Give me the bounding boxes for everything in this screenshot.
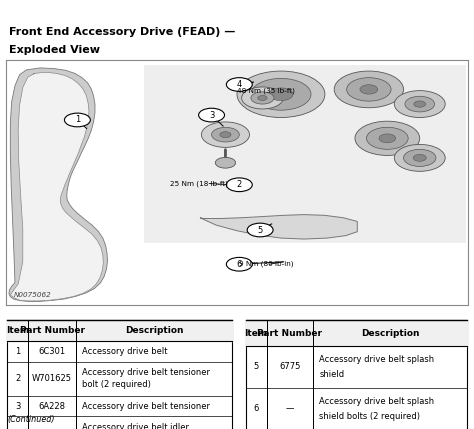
Circle shape xyxy=(258,96,267,100)
Circle shape xyxy=(247,223,273,237)
Text: 2: 2 xyxy=(237,180,242,189)
Circle shape xyxy=(227,257,252,271)
Text: 6775: 6775 xyxy=(279,362,301,371)
Text: 6: 6 xyxy=(237,260,242,269)
Text: —: — xyxy=(286,404,294,413)
Text: Part Number: Part Number xyxy=(19,326,85,335)
Circle shape xyxy=(269,88,293,101)
Text: 9 Nm (80 lb-in): 9 Nm (80 lb-in) xyxy=(239,261,294,268)
Text: Accessory drive belt: Accessory drive belt xyxy=(82,347,167,356)
Polygon shape xyxy=(200,214,357,239)
Text: 6: 6 xyxy=(254,404,259,413)
Circle shape xyxy=(227,178,252,192)
Circle shape xyxy=(215,157,236,168)
Text: 3: 3 xyxy=(209,111,214,120)
Text: 48 Nm (35 lb-ft): 48 Nm (35 lb-ft) xyxy=(237,88,295,94)
Text: shield: shield xyxy=(319,370,345,379)
Circle shape xyxy=(355,121,420,155)
Circle shape xyxy=(64,113,91,127)
Circle shape xyxy=(199,108,225,122)
Text: 4: 4 xyxy=(237,80,242,89)
Text: Accessory drive belt tensioner: Accessory drive belt tensioner xyxy=(82,368,210,377)
Circle shape xyxy=(227,78,252,91)
Text: 5: 5 xyxy=(254,362,259,371)
Text: shield bolts (2 required): shield bolts (2 required) xyxy=(319,412,420,421)
Circle shape xyxy=(413,154,426,161)
Circle shape xyxy=(201,122,249,147)
Text: Part Number: Part Number xyxy=(257,329,322,338)
Polygon shape xyxy=(9,68,108,302)
Circle shape xyxy=(334,71,403,108)
Text: Description: Description xyxy=(125,326,183,335)
Circle shape xyxy=(220,132,231,138)
Text: 5: 5 xyxy=(257,226,263,235)
Text: 3: 3 xyxy=(15,402,20,411)
Circle shape xyxy=(394,91,445,118)
Bar xyxy=(246,320,467,429)
Text: 1: 1 xyxy=(75,115,80,124)
Circle shape xyxy=(366,127,408,149)
Text: Accessory drive belt tensioner: Accessory drive belt tensioner xyxy=(82,402,210,411)
Circle shape xyxy=(211,127,239,142)
Text: Exploded View: Exploded View xyxy=(9,45,100,55)
Text: (Continued): (Continued) xyxy=(7,415,55,424)
Circle shape xyxy=(360,85,378,94)
Circle shape xyxy=(237,71,325,118)
Circle shape xyxy=(405,96,435,112)
Text: 1: 1 xyxy=(15,347,20,356)
Circle shape xyxy=(379,134,396,143)
Circle shape xyxy=(251,92,274,104)
FancyBboxPatch shape xyxy=(145,65,466,243)
Circle shape xyxy=(414,101,426,107)
Text: 6A228: 6A228 xyxy=(39,402,65,411)
Circle shape xyxy=(394,145,445,171)
Circle shape xyxy=(403,149,436,166)
Text: Accessory drive belt splash: Accessory drive belt splash xyxy=(319,355,435,364)
Text: 25 Nm (18 lb-ft): 25 Nm (18 lb-ft) xyxy=(170,180,228,187)
Text: W701625: W701625 xyxy=(32,374,72,383)
Text: Front End Accessory Drive (FEAD) —: Front End Accessory Drive (FEAD) — xyxy=(9,27,235,37)
Circle shape xyxy=(346,78,391,101)
Text: N0075062: N0075062 xyxy=(14,293,52,299)
Text: Item: Item xyxy=(6,326,29,335)
Circle shape xyxy=(242,87,283,109)
Text: 2: 2 xyxy=(15,374,20,383)
Text: 6C301: 6C301 xyxy=(38,347,66,356)
Text: Accessory drive belt idler: Accessory drive belt idler xyxy=(82,423,189,429)
Circle shape xyxy=(251,79,311,110)
Text: bolt (2 required): bolt (2 required) xyxy=(82,381,151,390)
Text: Accessory drive belt splash: Accessory drive belt splash xyxy=(319,396,435,405)
Text: Item: Item xyxy=(245,329,268,338)
Bar xyxy=(7,320,232,429)
Polygon shape xyxy=(10,72,103,301)
Text: Description: Description xyxy=(361,329,419,338)
